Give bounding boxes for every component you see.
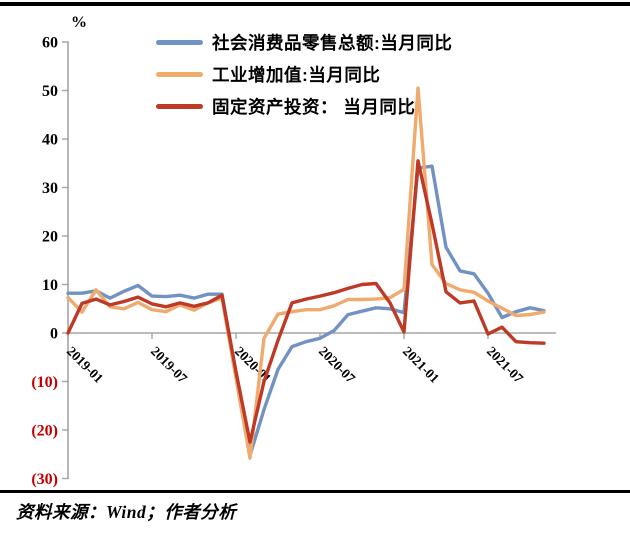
svg-text:0: 0 (50, 326, 58, 343)
legend-swatch-retail-sales-icon (156, 39, 203, 45)
svg-text:20: 20 (42, 229, 58, 246)
legend-label-industrial-output: 工业增加值:当月同比 (212, 64, 381, 85)
footer-divider-line (0, 490, 630, 493)
chart-legend: 社会消费品零售总额:当月同比 工业增加值:当月同比 固定资产投资： 当月同比 (156, 26, 452, 122)
series-line-1 (66, 86, 546, 460)
x-axis-tick-labels: 2019-01 2019-07 2020-01 2020-07 2021-01 2021-… (64, 333, 527, 387)
legend-label-fixed-asset-investment: 固定资产投资： 当月同比 (212, 96, 416, 117)
svg-text:(20): (20) (31, 423, 58, 440)
y-axis-unit-label: % (71, 14, 87, 31)
svg-text:40: 40 (42, 132, 58, 149)
data-series-lines (66, 86, 546, 460)
series-line-0 (66, 164, 546, 457)
svg-text:(30): (30) (31, 471, 58, 488)
legend-item-fixed-asset-investment: 固定资产投资： 当月同比 (156, 90, 452, 122)
svg-text:2019-07: 2019-07 (148, 344, 191, 387)
legend-swatch-fixed-asset-investment-icon (156, 103, 203, 109)
legend-label-retail-sales: 社会消费品零售总额:当月同比 (212, 32, 453, 53)
svg-text:2021-01: 2021-01 (400, 344, 443, 387)
legend-swatch-industrial-output-icon (156, 71, 203, 77)
svg-text:50: 50 (42, 83, 58, 100)
chart-plot: 60 50 40 30 20 10 0 (10) (20) (30) 2019-01 2019-07 2… (31, 35, 556, 488)
svg-text:30: 30 (42, 180, 58, 197)
top-divider-bar (0, 2, 630, 6)
svg-text:2020-07: 2020-07 (316, 344, 359, 387)
y-axis-tick-labels: 60 50 40 30 20 10 0 (10) (20) (30) (31, 35, 69, 488)
svg-text:2021-07: 2021-07 (484, 344, 527, 387)
data-source-note: 资料来源：Wind；作者分析 (16, 502, 237, 522)
svg-text:2019-01: 2019-01 (64, 344, 107, 387)
svg-text:60: 60 (42, 35, 58, 52)
axes (67, 42, 556, 479)
legend-item-industrial-output: 工业增加值:当月同比 (156, 58, 452, 90)
series-line-2 (66, 159, 546, 444)
svg-text:(10): (10) (31, 374, 58, 391)
legend-item-retail-sales: 社会消费品零售总额:当月同比 (156, 26, 452, 58)
svg-text:10: 10 (42, 277, 58, 294)
